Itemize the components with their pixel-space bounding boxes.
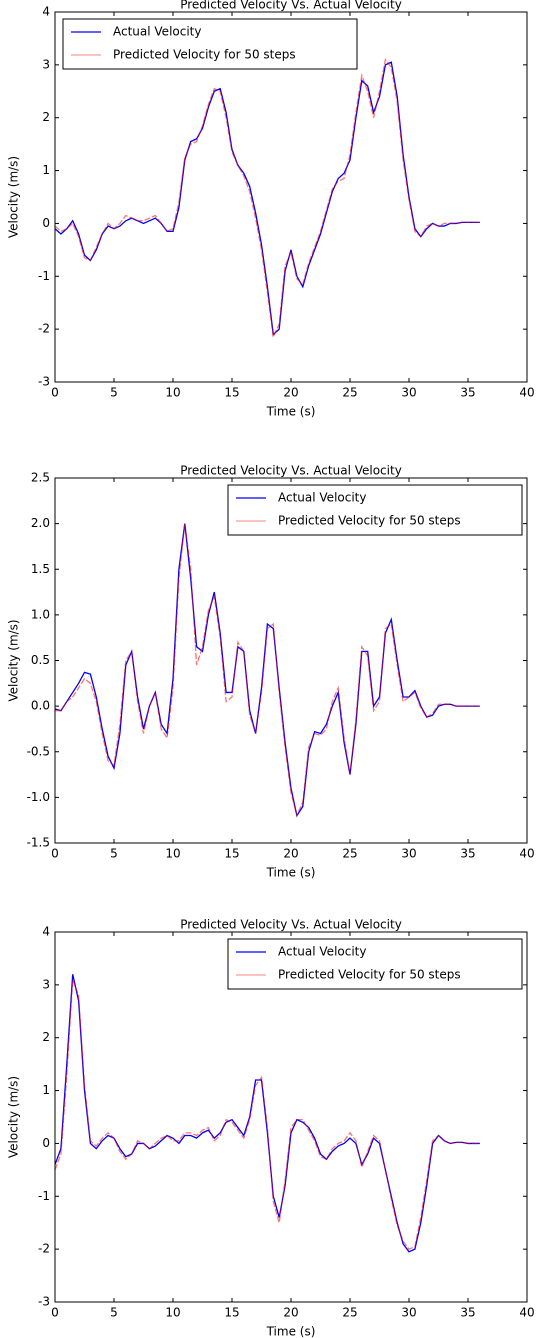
y-tick-label: 2.0 <box>31 516 50 530</box>
y-tick-label: 2 <box>42 1030 50 1044</box>
chart: Predicted Velocity Vs. Actual Velocity Ti… <box>7 918 535 1338</box>
y-tick-label: 2.5 <box>31 471 50 485</box>
x-tick-label: 20 <box>283 1306 298 1320</box>
x-tick-label: 0 <box>51 386 59 400</box>
y-tick-label: 0 <box>42 216 50 230</box>
series-line <box>54 523 480 818</box>
y-tick-label: 3 <box>42 57 50 71</box>
legend-label: Actual Velocity <box>278 491 366 505</box>
x-tick-label: 35 <box>460 847 475 861</box>
x-tick-label: 30 <box>401 1306 416 1320</box>
x-axis-label: Time (s) <box>266 866 316 880</box>
x-tick-label: 10 <box>165 847 180 861</box>
y-axis-label: Velocity (m/s) <box>7 156 21 238</box>
chart: Predicted Velocity Vs. Actual Velocity Ti… <box>7 0 535 419</box>
x-tick-label: 15 <box>224 1306 239 1320</box>
y-tick-label: 1.5 <box>31 562 50 576</box>
x-tick-label: 35 <box>460 386 475 400</box>
legend-label: Actual Velocity <box>278 945 366 959</box>
legend: Actual Velocity Predicted Velocity for 50… <box>62 18 358 70</box>
legend-label: Predicted Velocity for 50 steps <box>113 48 296 62</box>
chart-title: Predicted Velocity Vs. Actual Velocity <box>180 0 402 12</box>
x-axis-label: Time (s) <box>266 405 316 419</box>
legend-box <box>227 938 523 990</box>
x-tick-label: 15 <box>224 386 239 400</box>
y-tick-label: -1.0 <box>27 790 50 804</box>
legend-label: Predicted Velocity for 50 steps <box>278 968 461 982</box>
x-tick-label: 5 <box>110 1306 118 1320</box>
x-axis-label: Time (s) <box>266 1325 316 1338</box>
y-tick-label: -2 <box>38 1242 50 1256</box>
x-tick-label: 0 <box>51 1306 59 1320</box>
x-tick-label: 20 <box>283 847 298 861</box>
y-tick-label: -1.5 <box>27 836 50 850</box>
x-tick-label: 25 <box>342 847 357 861</box>
legend-box <box>227 484 523 536</box>
x-tick-label: 15 <box>224 847 239 861</box>
chart: Predicted Velocity Vs. Actual Velocity Ti… <box>7 464 535 880</box>
series-line <box>55 523 480 818</box>
series-line <box>54 974 480 1253</box>
legend-box <box>62 18 358 70</box>
x-tick-label: 35 <box>460 1306 475 1320</box>
y-tick-label: 0.5 <box>31 653 50 667</box>
x-tick-label: 5 <box>110 847 118 861</box>
plot-frame <box>54 11 528 383</box>
plot-frame <box>54 477 528 844</box>
y-tick-label: 0.0 <box>31 699 50 713</box>
y-axis-label: Velocity (m/s) <box>7 1076 21 1158</box>
chart-title: Predicted Velocity Vs. Actual Velocity <box>180 464 402 478</box>
x-tick-label: 5 <box>110 386 118 400</box>
x-tick-label: 30 <box>401 847 416 861</box>
x-tick-label: 25 <box>342 1306 357 1320</box>
x-tick-label: 40 <box>519 1306 534 1320</box>
legend: Actual Velocity Predicted Velocity for 50… <box>227 484 523 536</box>
y-tick-label: 1 <box>42 1083 50 1097</box>
y-tick-label: 3 <box>42 977 50 991</box>
chart-title: Predicted Velocity Vs. Actual Velocity <box>180 918 402 932</box>
y-tick-label: 4 <box>42 925 50 939</box>
y-tick-label: -1 <box>38 269 50 283</box>
y-tick-label: -2 <box>38 322 50 336</box>
series-line <box>54 979 480 1250</box>
x-tick-label: 25 <box>342 386 357 400</box>
y-tick-label: -1 <box>38 1189 50 1203</box>
y-tick-label: 4 <box>42 5 50 19</box>
legend-label: Predicted Velocity for 50 steps <box>278 514 461 528</box>
x-tick-label: 0 <box>51 847 59 861</box>
y-tick-label: -3 <box>38 1295 50 1309</box>
plot-frame <box>54 931 528 1303</box>
legend: Actual Velocity Predicted Velocity for 50… <box>227 938 523 990</box>
y-tick-label: 0 <box>42 1136 50 1150</box>
y-axis-label: Velocity (m/s) <box>7 619 21 701</box>
x-tick-label: 30 <box>401 386 416 400</box>
series-line <box>54 57 480 340</box>
x-tick-label: 20 <box>283 386 298 400</box>
y-tick-label: -0.5 <box>27 744 50 758</box>
y-tick-label: -3 <box>38 375 50 389</box>
legend-label: Actual Velocity <box>113 25 201 39</box>
x-tick-label: 40 <box>519 847 534 861</box>
y-tick-label: 2 <box>42 110 50 124</box>
x-tick-label: 10 <box>165 386 180 400</box>
x-tick-label: 40 <box>519 386 534 400</box>
y-tick-label: 1.0 <box>31 607 50 621</box>
x-tick-label: 10 <box>165 1306 180 1320</box>
y-tick-label: 1 <box>42 163 50 177</box>
